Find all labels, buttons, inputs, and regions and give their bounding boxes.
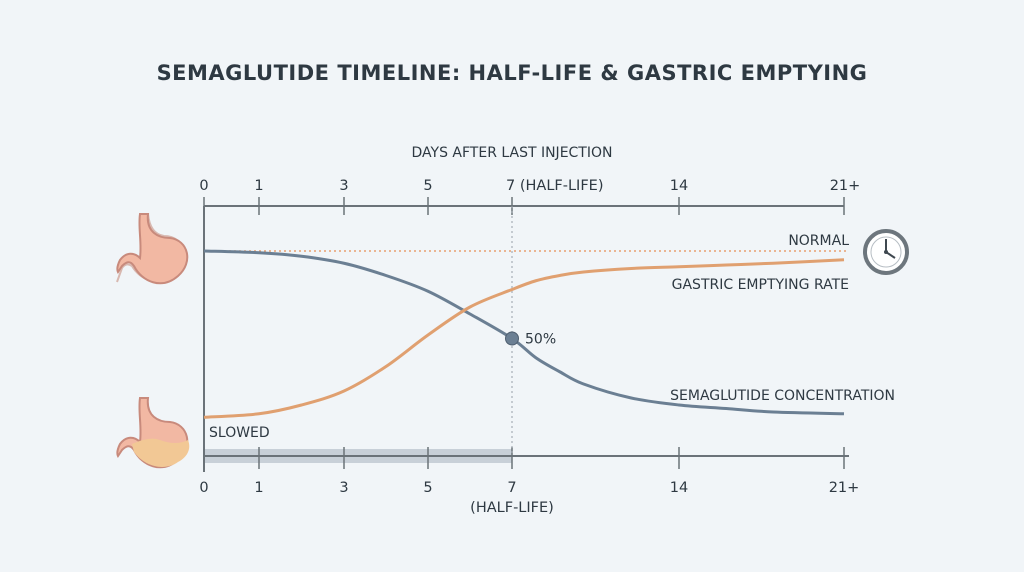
chart-title: SEMAGLUTIDE TIMELINE: HALF-LIFE & GASTRI… bbox=[157, 61, 868, 85]
gastric-emptying-line bbox=[203, 258, 845, 419]
bottom-tick-label: 0 bbox=[199, 480, 208, 496]
bottom-tick-label: 14 bbox=[670, 480, 688, 496]
half-life-marker-label: 50% bbox=[525, 332, 556, 348]
semaglutide-concentration-label: SEMAGLUTIDE CONCENTRATION bbox=[670, 388, 895, 404]
top-tick-label: 5 bbox=[423, 178, 432, 194]
bottom-tick-label: 1 bbox=[254, 480, 263, 496]
bottom-tick-label: 5 bbox=[423, 480, 432, 496]
slowed-label: SLOWED bbox=[209, 425, 270, 441]
top-tick-label: 14 bbox=[670, 178, 688, 194]
top-tick-label: 0 bbox=[199, 178, 208, 194]
semaglutide-concentration-line bbox=[203, 249, 845, 416]
bottom-tick-label: 3 bbox=[339, 480, 348, 496]
top-tick-label: 7 (HALF-LIFE) bbox=[506, 178, 603, 194]
clock-icon bbox=[863, 229, 909, 275]
half-life-marker bbox=[505, 331, 519, 346]
bottom-half-life-label: (HALF-LIFE) bbox=[470, 500, 554, 516]
top-tick-label: 21+ bbox=[830, 178, 861, 194]
top-tick-label: 1 bbox=[254, 178, 263, 194]
top-axis-title: DAYS AFTER LAST INJECTION bbox=[412, 145, 613, 161]
top-tick-label: 3 bbox=[339, 178, 348, 194]
normal-label: NORMAL bbox=[788, 233, 849, 249]
bottom-tick-label: 21+ bbox=[829, 480, 860, 496]
bottom-tick-label: 7 bbox=[507, 480, 516, 496]
stomach-full-icon bbox=[116, 397, 190, 469]
stomach-icon bbox=[116, 213, 189, 285]
gastric-emptying-label: GASTRIC EMPTYING RATE bbox=[672, 277, 849, 293]
